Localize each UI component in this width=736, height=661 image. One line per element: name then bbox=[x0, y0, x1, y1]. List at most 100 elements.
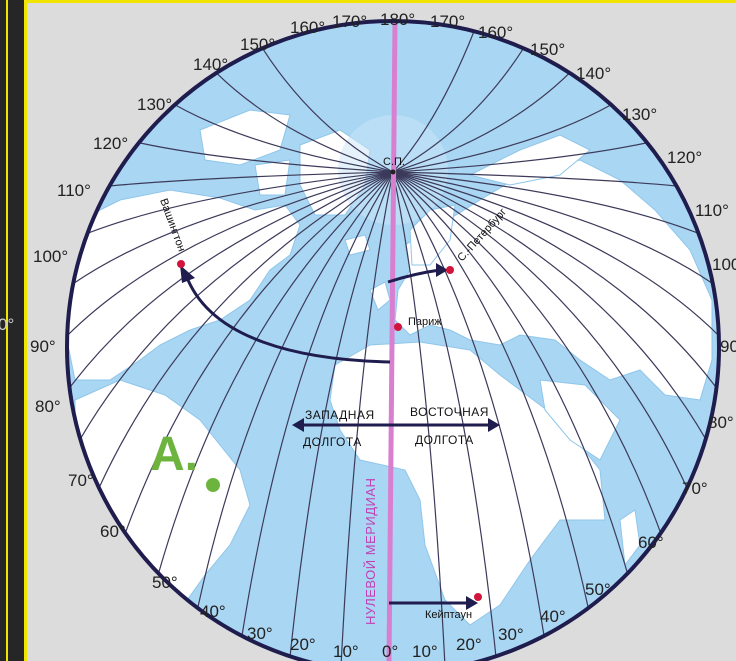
capetown-label: Кейптаун bbox=[425, 609, 472, 621]
degree-label-0: 0° bbox=[382, 642, 398, 661]
degree-label-80e: 80° bbox=[708, 413, 734, 432]
degree-label-70e: 70° bbox=[682, 479, 708, 498]
meridian-line bbox=[392, 171, 497, 657]
degree-label-180: 180° bbox=[380, 10, 415, 29]
meridian-line bbox=[124, 171, 394, 534]
meridian-line bbox=[392, 171, 545, 636]
meridian-line bbox=[241, 171, 394, 636]
iceland bbox=[344, 234, 371, 256]
degree-label-40e: 40° bbox=[540, 607, 566, 626]
arrowheads bbox=[180, 263, 500, 610]
madagascar bbox=[619, 509, 641, 567]
degree-label-160e: 160° bbox=[478, 23, 513, 42]
east-longitude-line1: ВОСТОЧНАЯ bbox=[410, 405, 489, 419]
meridian-line bbox=[392, 171, 699, 234]
degree-label-30w: 30° bbox=[247, 624, 273, 643]
paris-label: Париж bbox=[408, 316, 442, 328]
meridian-line bbox=[87, 171, 394, 234]
west-longitude-line2: ДОЛГОТА bbox=[303, 435, 362, 449]
degree-label-110w: 110° bbox=[57, 181, 91, 200]
meridian-line bbox=[392, 104, 612, 173]
degree-label-60e: 60° bbox=[638, 533, 664, 552]
st-petersburg-dot bbox=[446, 266, 454, 274]
degree-label-150e: 150° bbox=[530, 40, 565, 59]
degree-label-10w: 10° bbox=[333, 642, 359, 661]
prime-meridian-line bbox=[386, 21, 398, 661]
arrowhead-capetown bbox=[466, 596, 478, 610]
degree-label-170w: 170° bbox=[332, 12, 367, 31]
degree-label-130e: 130° bbox=[622, 105, 657, 124]
degree-label-60w: 60° bbox=[100, 522, 126, 541]
degree-label-100e: 100 bbox=[712, 255, 736, 274]
meridian-line bbox=[392, 171, 688, 489]
meridian-line bbox=[69, 171, 394, 389]
meridian-line bbox=[392, 171, 707, 440]
meridian-line bbox=[392, 72, 571, 173]
meridian-line bbox=[197, 171, 394, 609]
arrowhead-east bbox=[488, 418, 500, 432]
arctic-islands bbox=[199, 109, 291, 166]
arrowhead-west bbox=[292, 418, 304, 432]
meridian-line bbox=[215, 72, 394, 173]
degree-label-130w: 130° bbox=[137, 95, 172, 114]
top-yellow-border bbox=[24, 0, 736, 3]
meridian-degree-labels: 180° 170° 160° 150° 140° 130° 120° 110° … bbox=[30, 10, 736, 661]
degree-label-70w: 70° bbox=[68, 471, 94, 490]
degree-label-80w: 80° bbox=[35, 397, 61, 416]
meridian-line bbox=[392, 31, 475, 173]
meridian-line bbox=[392, 171, 719, 337]
meridian-line bbox=[261, 47, 394, 173]
degree-label-30e: 30° bbox=[498, 625, 524, 644]
degree-label-50w: 50° bbox=[152, 573, 178, 592]
left-dark-strip bbox=[0, 0, 24, 661]
arrows bbox=[184, 268, 492, 605]
meridian-line bbox=[392, 171, 714, 285]
marker-a-label: A. bbox=[150, 428, 198, 481]
degree-label-120e: 120° bbox=[667, 148, 702, 167]
capetown-dot bbox=[474, 593, 482, 601]
left-yellow-border bbox=[6, 0, 8, 661]
degree-label-150w: 150° bbox=[240, 35, 275, 54]
degree-label-110e: 110° bbox=[695, 201, 729, 220]
meridian-line bbox=[392, 171, 446, 661]
inner-yellow-border bbox=[24, 0, 27, 661]
paris-dot bbox=[394, 323, 402, 331]
washington-dot bbox=[177, 260, 185, 268]
meridian-line bbox=[392, 171, 662, 534]
degree-label-20w: 20° bbox=[290, 635, 316, 654]
degree-label-100w: 100° bbox=[33, 247, 68, 266]
meridian-line bbox=[392, 171, 677, 187]
degree-label-140w: 140° bbox=[193, 55, 228, 74]
arrowhead-st-petersburg bbox=[436, 263, 448, 277]
meridian-line bbox=[289, 171, 394, 657]
degree-label-170e: 170° bbox=[430, 12, 465, 31]
meridian-line bbox=[392, 171, 589, 609]
meridian-line bbox=[174, 104, 394, 173]
meridian-line bbox=[392, 171, 629, 574]
prime-meridian-label: НУЛЕВОЙ МЕРИДИАН bbox=[363, 478, 378, 625]
north-pole-label: С.П. bbox=[383, 156, 405, 168]
meridian-line bbox=[72, 171, 394, 285]
degree-label-50e: 50° bbox=[585, 580, 611, 599]
meridian-line bbox=[79, 171, 394, 440]
meridian-line bbox=[67, 171, 394, 337]
degree-label-140e: 140° bbox=[576, 64, 611, 83]
degree-label-120w: 120° bbox=[93, 134, 128, 153]
east-longitude-line2: ДОЛГОТА bbox=[415, 433, 474, 447]
africa bbox=[329, 341, 606, 626]
meridian-line bbox=[392, 171, 717, 389]
degree-label-90w: 90° bbox=[30, 337, 56, 356]
arrowhead-washington bbox=[180, 265, 195, 283]
edge-fragment-1: 0° bbox=[0, 315, 14, 334]
arrow-to-washington bbox=[184, 274, 391, 364]
meridian-line bbox=[392, 47, 525, 173]
meridian-line bbox=[98, 171, 394, 489]
degree-label-40w: 40° bbox=[200, 602, 226, 621]
marker-a-dot bbox=[206, 478, 220, 492]
meridian-line bbox=[138, 142, 394, 173]
degree-label-10e: 10° bbox=[412, 642, 438, 661]
degree-label-20e: 20° bbox=[456, 635, 482, 654]
north-pole-dot bbox=[390, 169, 396, 175]
